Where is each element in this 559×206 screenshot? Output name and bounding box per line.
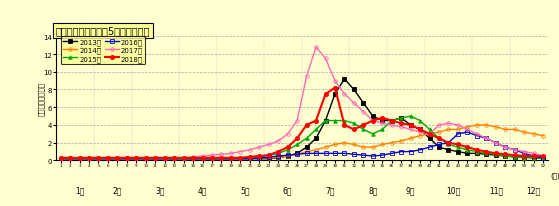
2016年	[285, 154, 291, 157]
2014年	[285, 155, 291, 158]
2016年	[369, 155, 376, 158]
2016年	[511, 149, 518, 151]
2018年	[379, 117, 386, 119]
2014年	[369, 146, 376, 149]
2017年	[379, 122, 386, 125]
2016年	[464, 131, 471, 134]
2016年	[540, 157, 547, 159]
Text: 11月: 11月	[489, 186, 503, 194]
Line: 2014年: 2014年	[59, 124, 545, 160]
2015年	[511, 156, 518, 158]
Line: 2015年: 2015年	[59, 115, 545, 161]
Text: 4月: 4月	[198, 186, 207, 194]
Text: 7月: 7月	[325, 186, 335, 194]
2013年	[511, 156, 518, 158]
2018年	[285, 146, 291, 149]
2015年	[95, 158, 102, 160]
2013年	[341, 78, 348, 81]
2013年	[360, 102, 367, 104]
2017年	[312, 46, 319, 49]
2014年	[228, 157, 234, 159]
Line: 2017年: 2017年	[59, 46, 545, 160]
2017年	[360, 111, 367, 113]
2018年	[57, 157, 64, 159]
Text: 1月: 1月	[75, 186, 84, 194]
2018年	[331, 87, 338, 90]
2015年	[350, 122, 357, 125]
2015年	[285, 149, 291, 151]
2018年	[540, 155, 547, 158]
Line: 2013年: 2013年	[59, 78, 545, 161]
2013年	[379, 120, 386, 122]
2013年	[228, 158, 234, 160]
2017年	[511, 149, 518, 151]
2016年	[350, 153, 357, 156]
2015年	[540, 158, 547, 160]
2014年	[350, 144, 357, 146]
2015年	[228, 158, 234, 160]
Text: 10月: 10月	[446, 186, 461, 194]
Line: 2016年: 2016年	[59, 131, 545, 161]
2015年	[57, 158, 64, 160]
Legend: 2013年, 2014年, 2015年, 2016年, 2017年, 2018年: 2013年, 2014年, 2015年, 2016年, 2017年, 2018年	[61, 37, 145, 65]
Line: 2018年: 2018年	[59, 86, 545, 160]
Text: 6月: 6月	[283, 186, 292, 194]
Text: 2月: 2月	[113, 186, 122, 194]
2014年	[57, 157, 64, 159]
2014年	[473, 124, 480, 127]
Text: 5月: 5月	[240, 186, 250, 194]
Text: 9月: 9月	[406, 186, 415, 194]
2017年	[57, 157, 64, 159]
Text: 12月: 12月	[527, 186, 541, 194]
2017年	[540, 155, 547, 158]
2014年	[540, 135, 547, 137]
2016年	[95, 158, 102, 160]
2017年	[285, 133, 291, 135]
Text: 3月: 3月	[155, 186, 165, 194]
2013年	[57, 158, 64, 160]
2014年	[511, 129, 518, 131]
2015年	[408, 115, 414, 118]
2013年	[540, 157, 547, 159]
Text: (週): (週)	[551, 172, 559, 178]
2013年	[285, 155, 291, 158]
2018年	[511, 154, 518, 157]
Text: 週別発生動向（過去5年との比較）: 週別発生動向（過去5年との比較）	[56, 26, 150, 36]
Text: 8月: 8月	[368, 186, 377, 194]
2017年	[95, 157, 102, 159]
Y-axis label: 定点あたり報告数: 定点あたり報告数	[38, 82, 45, 116]
2018年	[95, 157, 102, 159]
2016年	[57, 158, 64, 160]
2018年	[228, 157, 234, 159]
2014年	[95, 157, 102, 159]
2017年	[228, 152, 234, 155]
2016年	[228, 158, 234, 160]
2013年	[95, 158, 102, 160]
2015年	[369, 133, 376, 135]
2018年	[360, 124, 367, 127]
